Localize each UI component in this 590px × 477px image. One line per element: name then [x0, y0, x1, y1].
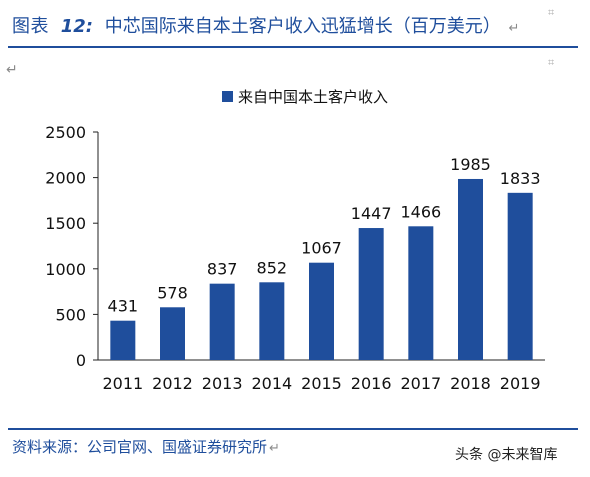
bar	[309, 262, 334, 360]
watermark-text: 头条 @未来智库	[455, 447, 558, 463]
bar-chart: 来自中国本土客户收入 0 500 1000 1500 2000 2500 431 2011 578…	[45, 88, 545, 393]
data-label: 578	[157, 283, 188, 302]
bar	[408, 226, 434, 360]
bar	[110, 320, 136, 360]
x-tick-label: 2017	[400, 374, 441, 393]
anchor-icon: ⌗	[548, 56, 555, 69]
watermark: 头条 @未来智库	[455, 444, 557, 464]
source-note: 资料来源：公司官网、国盛证券研究所 ↵	[12, 436, 280, 457]
y-tick-label: 1500	[45, 214, 86, 233]
paragraph-mark-icon: ↵	[269, 441, 280, 456]
y-tick-label: 1000	[45, 260, 86, 279]
x-tick-label: 2011	[102, 374, 143, 393]
title-divider	[8, 46, 578, 48]
figure-title-text: 中芯国际来自本土客户收入迅猛增长（百万美元）	[104, 16, 501, 37]
bar	[458, 178, 483, 360]
bar	[507, 192, 533, 360]
legend-label: 来自中国本土客户收入	[238, 88, 388, 106]
bar	[259, 282, 285, 360]
data-label: 1067	[301, 239, 342, 258]
x-tick-label: 2015	[301, 374, 342, 393]
data-label: 431	[108, 297, 139, 316]
x-tick-label: 2014	[251, 374, 292, 393]
data-label: 1985	[450, 155, 491, 174]
paragraph-mark-icon: ↵	[6, 62, 18, 78]
data-label: 837	[207, 260, 238, 279]
paragraph-mark-icon: ↵	[508, 21, 520, 36]
data-label: 1447	[351, 204, 392, 223]
bar	[160, 307, 185, 360]
y-tick-label: 2500	[45, 123, 86, 142]
y-tick-label: 0	[76, 351, 86, 370]
data-label: 1466	[400, 202, 441, 221]
data-label: 852	[257, 258, 288, 277]
y-tick-label: 2000	[45, 169, 86, 188]
bar	[209, 283, 235, 360]
x-tick-label: 2013	[202, 374, 243, 393]
source-text: 资料来源：公司官网、国盛证券研究所	[12, 438, 268, 456]
anchor-icon: ⌗	[548, 6, 555, 19]
source-divider	[8, 428, 578, 430]
bar	[358, 228, 384, 360]
data-label: 1833	[500, 169, 541, 188]
x-tick-label: 2016	[351, 374, 392, 393]
x-tick-label: 2012	[152, 374, 193, 393]
figure-label: 图表	[12, 16, 49, 37]
y-tick-label: 500	[55, 305, 86, 324]
legend-swatch	[222, 91, 233, 102]
figure-title: 图表 12: 中芯国际来自本土客户收入迅猛增长（百万美元） ↵	[12, 10, 572, 44]
x-tick-label: 2019	[500, 374, 541, 393]
figure-number: 12:	[60, 16, 93, 37]
x-tick-label: 2018	[450, 374, 491, 393]
